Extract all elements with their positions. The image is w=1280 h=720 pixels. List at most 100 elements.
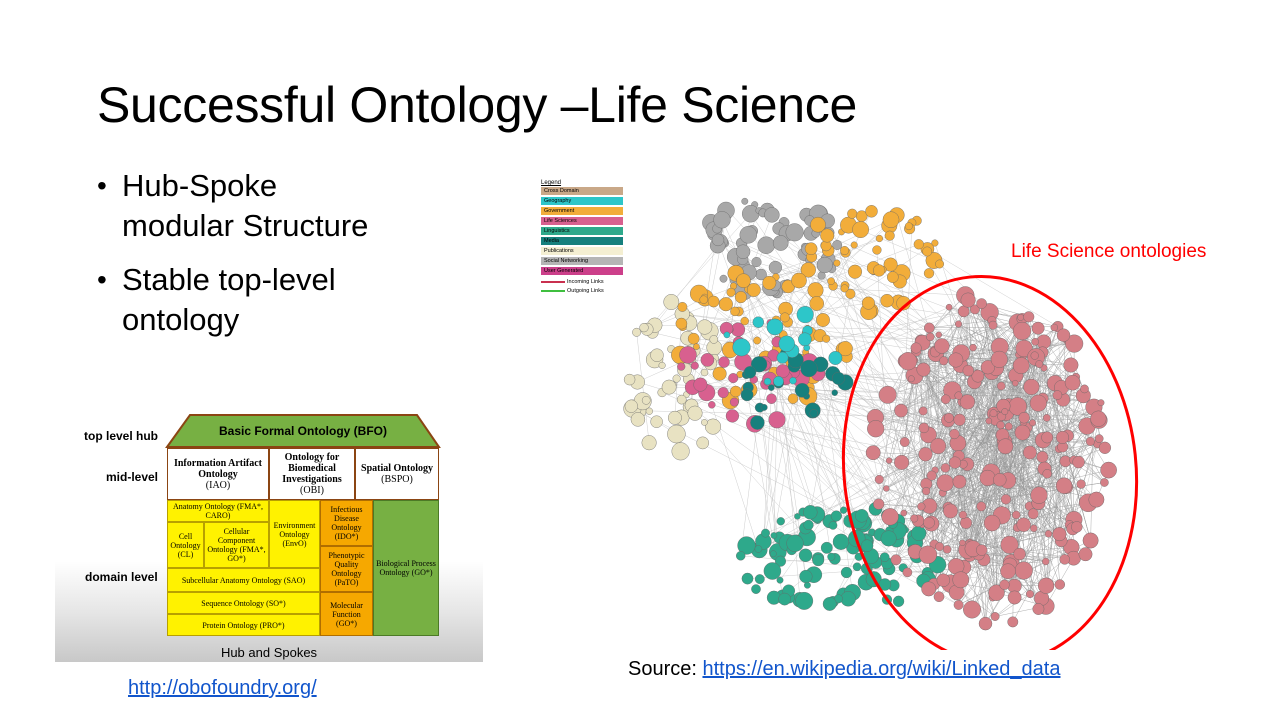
network-node <box>1023 311 1035 323</box>
obofoundry-link[interactable]: http://obofoundry.org/ <box>128 677 317 699</box>
network-node <box>899 437 910 447</box>
network-node <box>883 257 898 272</box>
network-node <box>1052 390 1063 400</box>
network-node <box>917 502 926 511</box>
network-node <box>729 397 739 407</box>
network-node <box>729 385 742 398</box>
network-node <box>890 554 902 566</box>
network-node <box>697 319 713 335</box>
network-node <box>918 422 930 434</box>
network-node <box>1031 321 1045 335</box>
network-node <box>743 366 757 379</box>
network-node <box>922 487 931 496</box>
source-link[interactable]: https://en.wikipedia.org/wiki/Linked_dat… <box>702 658 1061 680</box>
network-node <box>1098 441 1112 454</box>
bullet-list: Hub-Spoke modular Structure Stable top-l… <box>97 166 397 354</box>
network-node <box>1064 374 1081 391</box>
network-node <box>873 498 885 510</box>
network-node <box>949 428 960 440</box>
network-node <box>1017 313 1025 321</box>
network-node <box>940 394 951 405</box>
network-node <box>1082 532 1099 549</box>
network-node <box>809 296 825 311</box>
network-node <box>1013 547 1026 561</box>
network-node <box>645 407 653 415</box>
network-node <box>690 361 699 370</box>
network-node <box>751 256 762 267</box>
network-node <box>630 412 646 427</box>
network-node <box>971 369 985 383</box>
source-line: Source: https://en.wikipedia.org/wiki/Li… <box>628 658 1060 681</box>
network-node <box>1088 491 1105 508</box>
network-node <box>933 591 945 603</box>
network-node <box>1056 430 1070 444</box>
cell-ontology-box: Cell Ontology (CL) <box>167 522 204 568</box>
network-node <box>953 599 964 610</box>
network-node <box>879 552 890 563</box>
bullet-item: Stable top-level ontology <box>97 260 397 340</box>
network-node <box>1056 328 1071 342</box>
network-node <box>1043 414 1051 422</box>
network-node <box>878 385 897 404</box>
network-node <box>865 205 878 218</box>
network-node <box>969 343 977 352</box>
network-node <box>850 241 858 249</box>
network-node <box>894 403 908 418</box>
life-science-annotation: Life Science ontologies <box>1011 241 1207 262</box>
network-node <box>1016 517 1031 532</box>
network-node <box>807 282 824 299</box>
network-node <box>884 230 895 241</box>
network-node <box>930 438 947 455</box>
network-node <box>701 419 708 426</box>
hub-spoke-diagram: Basic Formal Ontology (BFO) top level hu… <box>55 410 483 662</box>
network-node <box>918 447 933 462</box>
network-node <box>945 303 953 311</box>
network-node <box>989 409 998 418</box>
network-node <box>1097 399 1105 407</box>
network-node <box>985 417 993 425</box>
network-node <box>916 362 931 377</box>
network-node <box>996 421 1005 430</box>
network-node <box>833 259 841 267</box>
network-node <box>1012 357 1030 375</box>
network-node <box>907 375 915 383</box>
network-node <box>687 405 703 421</box>
network-node <box>799 569 813 584</box>
network-node <box>693 343 700 350</box>
legend-item-publications: Publications <box>541 247 623 255</box>
network-node <box>827 552 836 561</box>
network-node <box>679 346 697 364</box>
network-node <box>904 222 913 231</box>
network-node <box>963 600 981 619</box>
network-node <box>1027 508 1039 520</box>
network-node <box>962 364 974 377</box>
network-node <box>875 234 884 243</box>
network-node <box>840 284 849 293</box>
network-node <box>872 245 882 255</box>
network-node <box>751 356 768 373</box>
network-node <box>816 256 833 274</box>
legend-item-social-networking: Social Networking <box>541 257 623 265</box>
network-node <box>1041 431 1054 444</box>
network-node <box>798 548 813 562</box>
biological-process-box: Biological Process Ontology (GO*) <box>373 500 439 636</box>
network-node <box>1030 486 1048 504</box>
network-node <box>827 277 835 285</box>
network-node <box>926 470 937 481</box>
network-node <box>1085 436 1095 446</box>
network-node <box>687 332 700 345</box>
network-node <box>840 245 850 255</box>
network-node <box>910 514 919 523</box>
network-node <box>776 517 785 526</box>
network-node <box>1055 477 1073 494</box>
network-node <box>969 304 980 315</box>
network-node <box>1071 521 1083 533</box>
network-node <box>1013 321 1032 341</box>
network-node <box>923 268 935 279</box>
network-node <box>1078 547 1093 562</box>
network-node <box>760 403 768 411</box>
network-node <box>803 519 814 531</box>
network-node <box>787 393 799 404</box>
network-node <box>1072 455 1085 469</box>
network-node <box>677 301 688 312</box>
